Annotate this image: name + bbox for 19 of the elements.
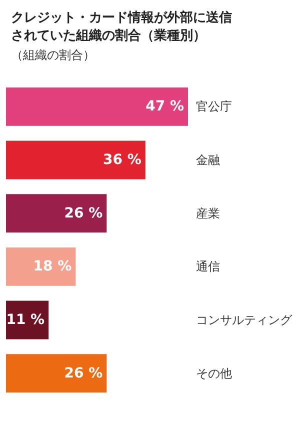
y-tick-label: その他 — [196, 366, 232, 380]
y-tick-label: 金融 — [196, 153, 220, 167]
bar — [6, 354, 107, 393]
y-tick-label: 官公庁 — [196, 100, 232, 114]
data-label: 36 % — [103, 152, 142, 168]
data-label: 26 % — [64, 205, 103, 222]
data-label: 26 % — [64, 365, 103, 382]
y-tick-label: コンサルティング — [196, 313, 293, 327]
bar — [6, 247, 76, 286]
chart-title: クレジット・カード情報が外部に送信されていた組織の割合（業種別） — [11, 10, 232, 44]
data-label: 47 % — [146, 98, 184, 115]
y-tick-label: 通信 — [196, 260, 220, 274]
bar — [6, 140, 146, 180]
data-label: 18 % — [33, 258, 72, 275]
y-tick-label: 産業 — [196, 206, 220, 220]
bar — [6, 194, 107, 233]
bar — [6, 87, 188, 126]
chart-subtitle: （組織の割合） — [11, 48, 95, 62]
data-label: 11 % — [6, 312, 45, 328]
